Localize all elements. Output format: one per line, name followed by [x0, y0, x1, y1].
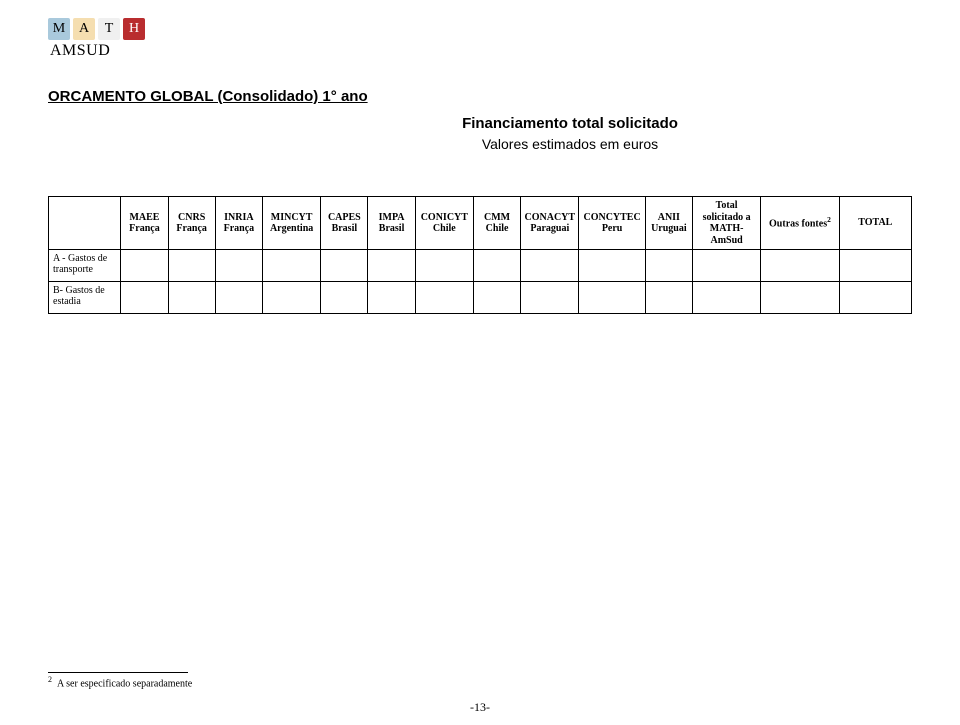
cell	[761, 250, 839, 282]
table-head: MAEEFrança CNRSFrança INRIAFrança MINCYT…	[49, 197, 912, 250]
cell	[692, 282, 760, 314]
table-body: A - Gastos de transporte B- Gastos de es…	[49, 250, 912, 314]
logo: M A T H AMSUD	[48, 18, 912, 60]
table-row: B- Gastos de estadia	[49, 282, 912, 314]
col-header: IMPABrasil	[368, 197, 415, 250]
col-header: Totalsolicitado aMATH-AmSud	[692, 197, 760, 250]
cell	[215, 282, 262, 314]
footnote-text: A ser especificado separadamente	[57, 678, 192, 689]
table-row: A - Gastos de transporte	[49, 250, 912, 282]
col-header: CONACYTParaguai	[521, 197, 579, 250]
cell	[839, 282, 911, 314]
cell	[579, 250, 645, 282]
cell	[761, 282, 839, 314]
cell	[645, 250, 692, 282]
col-header: TOTAL	[839, 197, 911, 250]
cell	[121, 250, 168, 282]
logo-letter-h: H	[123, 18, 145, 40]
col-header: CONCYTECPeru	[579, 197, 645, 250]
col-header: CAPESBrasil	[321, 197, 368, 250]
footnote-marker: 2	[48, 675, 52, 684]
subtitle-line-2: Valores estimados em euros	[228, 136, 912, 152]
cell	[645, 282, 692, 314]
budget-table: MAEEFrança CNRSFrança INRIAFrança MINCYT…	[48, 196, 912, 314]
cell	[473, 250, 520, 282]
table-corner-cell	[49, 197, 121, 250]
cell	[368, 282, 415, 314]
page-title: ORCAMENTO GLOBAL (Consolidado) 1° ano	[48, 88, 912, 105]
cell	[121, 282, 168, 314]
col-header: CNRSFrança	[168, 197, 215, 250]
col-header: CMMChile	[473, 197, 520, 250]
logo-letters-row: M A T H	[48, 18, 145, 40]
cell	[473, 282, 520, 314]
footnote: 2 A ser especificado separadamente	[48, 675, 192, 689]
cell	[415, 250, 473, 282]
cell	[579, 282, 645, 314]
footnote-rule	[48, 672, 188, 673]
cell	[168, 250, 215, 282]
col-header: CONICYTChile	[415, 197, 473, 250]
cell	[521, 282, 579, 314]
cell	[692, 250, 760, 282]
row-label: B- Gastos de estadia	[49, 282, 121, 314]
col-header: INRIAFrança	[215, 197, 262, 250]
cell	[168, 282, 215, 314]
row-label: A - Gastos de transporte	[49, 250, 121, 282]
logo-letter-a: A	[73, 18, 95, 40]
col-header: ANIIUruguai	[645, 197, 692, 250]
cell	[368, 250, 415, 282]
cell	[262, 250, 320, 282]
logo-subtext: AMSUD	[50, 42, 110, 60]
logo-letter-m: M	[48, 18, 70, 40]
cell	[521, 250, 579, 282]
col-header: Outras fontes2	[761, 197, 839, 250]
page-number: -13-	[0, 700, 960, 715]
subtitle-line-1: Financiamento total solicitado	[228, 115, 912, 132]
col-header: MAEEFrança	[121, 197, 168, 250]
cell	[415, 282, 473, 314]
subtitle-block: Financiamento total solicitado Valores e…	[228, 115, 912, 152]
col-header: MINCYTArgentina	[262, 197, 320, 250]
cell	[215, 250, 262, 282]
cell	[321, 282, 368, 314]
cell	[262, 282, 320, 314]
logo-letter-t: T	[98, 18, 120, 40]
cell	[321, 250, 368, 282]
cell	[839, 250, 911, 282]
